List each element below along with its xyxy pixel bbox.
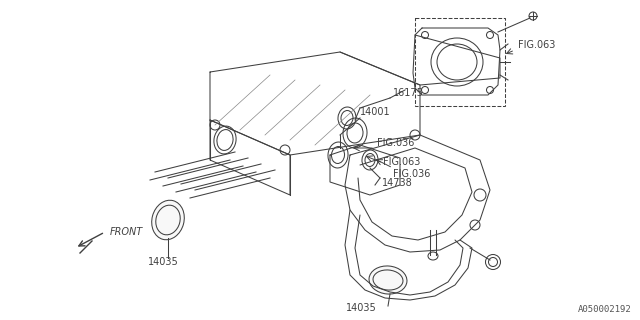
Text: 14001: 14001: [360, 107, 390, 117]
Text: FIG.036: FIG.036: [377, 138, 414, 148]
Text: 14738: 14738: [382, 178, 413, 188]
Text: FIG.036: FIG.036: [393, 169, 430, 179]
Bar: [415, 18, 505, 106]
Text: FIG.063: FIG.063: [383, 157, 420, 167]
Text: FRONT: FRONT: [110, 227, 143, 237]
Text: 16175: 16175: [393, 88, 424, 98]
Ellipse shape: [152, 200, 184, 240]
Text: 14035: 14035: [346, 303, 377, 313]
Text: 14035: 14035: [148, 257, 179, 267]
Text: A050002192: A050002192: [579, 305, 632, 314]
Ellipse shape: [369, 266, 407, 294]
Text: FIG.063: FIG.063: [518, 40, 556, 50]
